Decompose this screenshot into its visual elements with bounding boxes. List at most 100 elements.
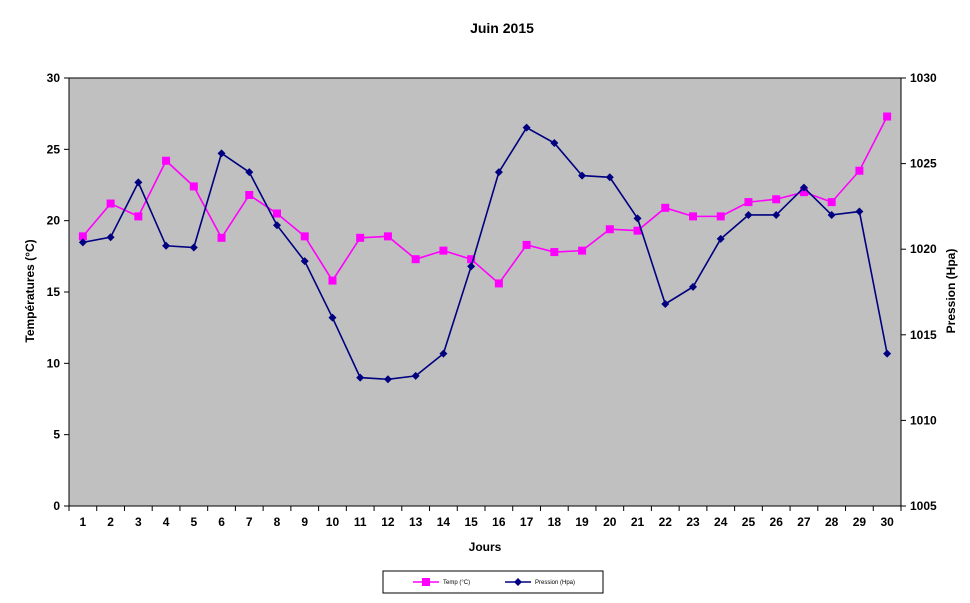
data-point [383,375,392,384]
data-point [356,233,365,242]
data-point [439,246,448,255]
data-point [633,214,642,223]
data-point [217,149,226,158]
data-point [855,207,864,216]
x-axis-label: Jours [469,540,502,554]
x-tick-label: 21 [631,515,645,529]
data-point [578,171,587,180]
data-point [273,221,281,230]
plot-area [68,77,902,507]
y2-tick-label: 1005 [910,499,937,513]
data-point [689,212,697,221]
data-point [78,238,87,247]
data-point [189,243,198,252]
x-tick-label: 17 [520,515,534,529]
data-point [772,195,781,204]
y2-tick-label: 1010 [910,413,937,427]
y2-tick-label: 1030 [910,71,937,85]
x-tick-label: 9 [301,515,308,529]
x-tick-label: 20 [603,515,617,529]
x-tick-label: 23 [686,515,700,529]
data-point [522,240,531,249]
data-point [300,232,309,241]
legend-box [382,570,604,594]
data-point [383,232,392,241]
data-point [494,279,503,288]
x-tick-label: 12 [381,515,395,529]
data-point [550,139,559,148]
data-point [300,257,309,266]
x-tick-label: 22 [659,515,673,529]
y2-tick-label: 1025 [910,157,937,171]
data-point [827,210,836,219]
data-point [273,209,281,218]
x-tick-label: 15 [464,515,478,529]
x-tick-label: 6 [218,515,225,529]
data-point [744,198,753,207]
data-point [716,234,725,243]
x-tick-label: 30 [880,515,894,529]
data-point [106,199,115,208]
legend-label: Pression (Hpa) [535,580,575,586]
data-point [689,282,697,291]
data-point [328,313,337,322]
y-tick-label: 20 [47,214,61,228]
data-point [162,156,171,165]
y-axis-ticks: 0 5 10 15 20 25 30 [47,71,69,513]
data-point [716,212,725,221]
data-point [883,112,892,121]
data-point [411,255,420,264]
x-tick-label: 25 [742,515,756,529]
data-point [550,248,559,257]
y-tick-label: 10 [47,356,61,370]
x-tick-label: 3 [135,515,142,529]
x-tick-label: 13 [409,515,423,529]
data-point [633,226,642,235]
data-point [799,183,808,192]
x-tick-label: 24 [714,515,728,529]
x-tick-label: 5 [190,515,197,529]
data-point [605,173,614,182]
series-layer [78,112,892,384]
x-tick-label: 1 [80,515,87,529]
legend: Temp (°C) Pression (Hpa) [382,570,604,594]
x-tick-label: 7 [246,515,253,529]
y2-tick-label: 1020 [910,242,937,256]
y2-axis-ticks: 1005 1010 1015 1020 1025 1030 [901,71,937,513]
y2-axis-label: Pression (Hpa) [944,249,958,334]
data-point [467,262,476,271]
data-point [661,299,670,308]
data-point [134,212,143,221]
x-tick-label: 29 [853,515,867,529]
legend-swatch-marker [514,578,522,586]
x-tick-label: 14 [437,515,451,529]
y-tick-label: 25 [47,142,61,156]
data-point [827,198,836,207]
data-point [799,188,808,197]
y-tick-label: 0 [53,499,60,513]
data-point [356,373,365,382]
data-point [772,210,781,219]
data-point [661,203,670,212]
x-tick-label: 18 [548,515,562,529]
series-1 [78,123,892,384]
data-point [189,182,198,191]
data-point [744,210,753,219]
x-tick-label: 11 [354,515,367,529]
data-point [855,166,864,175]
data-point [245,190,254,199]
y-tick-label: 15 [47,285,61,299]
data-point [245,168,254,177]
data-point [883,349,892,358]
y-axis-label: Températures (°C) [23,239,37,342]
data-point [411,371,420,380]
x-tick-label: 8 [274,515,281,529]
x-tick-label: 4 [163,515,170,529]
x-tick-label: 26 [770,515,784,529]
series-line [82,126,888,381]
data-point [522,123,531,132]
x-tick-label: 27 [797,515,811,529]
legend-swatch-marker [422,578,430,586]
data-point [578,246,587,255]
